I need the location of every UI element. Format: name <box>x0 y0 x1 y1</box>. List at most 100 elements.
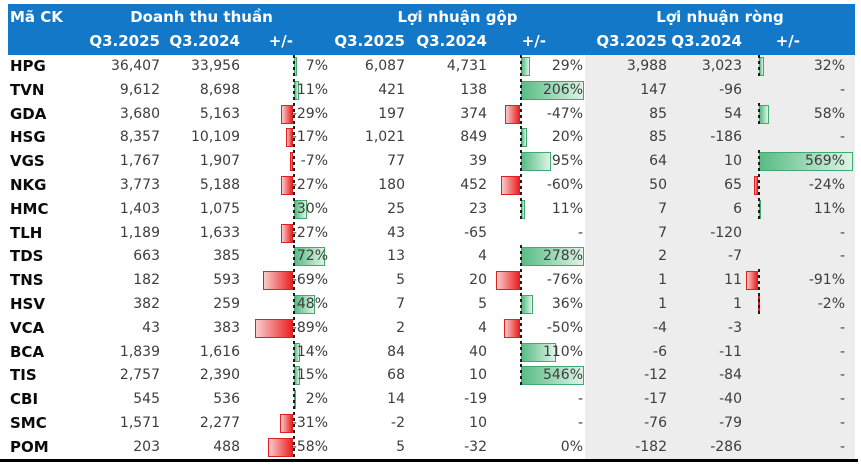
value-cell: -96 <box>669 78 744 103</box>
change-percent-label: - <box>839 248 845 265</box>
zero-axis-line <box>293 388 295 412</box>
change-cell: 36% <box>489 292 585 317</box>
table-row-HMC: HMC 1,403 1,075 30% 25 23 11% 7 6 11% <box>8 197 855 222</box>
table-row-SMC: SMC 1,571 2,277 -31% -2 10- -76 -79- <box>8 411 855 436</box>
change-percent-label: 36% <box>551 295 583 312</box>
ticker-label: TDS <box>10 247 44 266</box>
value-cell: 14 <box>387 391 405 408</box>
ticker-label: HMC <box>10 199 49 218</box>
value-cell: 1 <box>585 269 669 293</box>
change-percent-label: -29% <box>291 105 328 122</box>
value-cell: 9,612 <box>119 81 160 98</box>
change-cell: 11% <box>744 197 855 222</box>
change-percent-label: 11% <box>813 200 845 217</box>
ticker-label: VCA <box>10 318 45 337</box>
value-cell: 663 <box>133 248 160 265</box>
value-cell: 4 <box>478 248 487 265</box>
value-cell: -3 <box>669 316 744 341</box>
zero-axis-line <box>293 150 295 174</box>
zero-axis-line <box>293 340 295 365</box>
negative-change-bar <box>268 437 293 457</box>
table-row-TNS: TNS 182 593 -69% 5 20 -76% 1 11 -91% <box>8 269 855 293</box>
value-cell: 421 <box>378 81 405 98</box>
change-percent-label: -7% <box>300 153 328 170</box>
table-row-TIS: TIS 2,757 2,390 15% 68 10 546% -12 -84 - <box>8 364 855 389</box>
ticker-label: GDA <box>10 104 47 123</box>
value-cell: 10 <box>669 150 744 174</box>
ticker-label: TIS <box>10 366 37 385</box>
change-cell: - <box>744 340 855 365</box>
change-percent-label: 206% <box>542 81 583 98</box>
negative-change-bar <box>504 318 520 338</box>
change-percent-label: 30% <box>296 200 328 217</box>
change-percent-label: -89% <box>291 319 328 336</box>
value-cell: -79 <box>669 411 744 436</box>
value-cell: 3,988 <box>585 55 669 79</box>
value-cell: 54 <box>669 102 744 127</box>
negative-change-bar <box>281 175 293 195</box>
value-cell: 1 <box>669 292 744 317</box>
value-cell: 4,731 <box>446 58 487 74</box>
value-cell: 4 <box>478 319 487 336</box>
value-cell: -6 <box>585 340 669 365</box>
value-cell: 40 <box>469 343 487 360</box>
change-percent-label: -2% <box>817 295 845 312</box>
change-percent-label: - <box>577 391 583 408</box>
value-cell: -40 <box>669 388 744 412</box>
change-percent-label: -31% <box>291 414 328 431</box>
change-cell: 11% <box>489 197 585 222</box>
value-cell: -286 <box>669 435 744 460</box>
table-group-header-row: Mã CK Doanh thu thuần Lợi nhuận gộp Lợi … <box>8 4 855 29</box>
negative-change-bar <box>746 271 758 291</box>
change-percent-label: - <box>839 438 845 455</box>
change-percent-label: - <box>839 81 845 98</box>
ticker-label: HSG <box>10 128 46 147</box>
change-cell: -47% <box>489 102 585 127</box>
change-percent-label: 15% <box>296 367 328 384</box>
value-cell: 25 <box>387 200 405 217</box>
negative-change-bar <box>285 128 293 148</box>
value-cell: 5 <box>396 272 405 289</box>
negative-change-bar <box>495 271 520 291</box>
zero-axis-line <box>520 197 522 222</box>
value-cell: 1,907 <box>199 153 240 170</box>
change-percent-label: 2% <box>305 391 328 408</box>
value-cell: 374 <box>460 105 487 122</box>
change-percent-label: 32% <box>813 58 845 74</box>
change-cell: 30% <box>242 197 330 222</box>
value-cell: 197 <box>378 105 405 122</box>
ticker-label: VGS <box>10 152 45 171</box>
change-percent-label: -91% <box>808 272 845 289</box>
change-percent-label: 95% <box>551 153 583 170</box>
change-percent-label: 72% <box>296 248 328 265</box>
value-cell: 2,757 <box>119 367 160 384</box>
value-cell: 488 <box>213 438 240 455</box>
zero-axis-line <box>293 364 295 389</box>
sub-header-revenue-q3-2025: Q3.2025 <box>73 29 162 55</box>
table-bottom-border <box>0 459 858 462</box>
sub-header-spacer <box>8 29 73 55</box>
change-percent-label: -27% <box>291 176 328 193</box>
change-cell: -91% <box>744 269 855 293</box>
change-percent-label: -60% <box>546 176 583 193</box>
sub-header-gross-q3-2025: Q3.2025 <box>330 29 407 55</box>
change-cell: 32% <box>744 55 855 79</box>
zero-axis-line <box>293 221 295 246</box>
value-cell: 259 <box>213 295 240 312</box>
change-cell: -58% <box>242 435 330 460</box>
ticker-label: TLH <box>10 223 43 242</box>
change-cell: - <box>489 388 585 412</box>
zero-axis-line <box>520 150 522 174</box>
change-cell: - <box>744 435 855 460</box>
value-cell: 1,189 <box>119 224 160 241</box>
table-row-HPG: HPG 36,407 33,956 7% 6,087 4,731 29% 3,988 3,023… <box>8 55 855 79</box>
zero-axis-line <box>520 126 522 151</box>
value-cell: 5 <box>396 438 405 455</box>
zero-axis-line <box>520 292 522 317</box>
change-cell: -17% <box>242 126 330 151</box>
change-cell: - <box>744 78 855 103</box>
ticker-label: TVN <box>10 80 45 99</box>
change-percent-label: - <box>577 414 583 431</box>
value-cell: -65 <box>464 224 487 241</box>
